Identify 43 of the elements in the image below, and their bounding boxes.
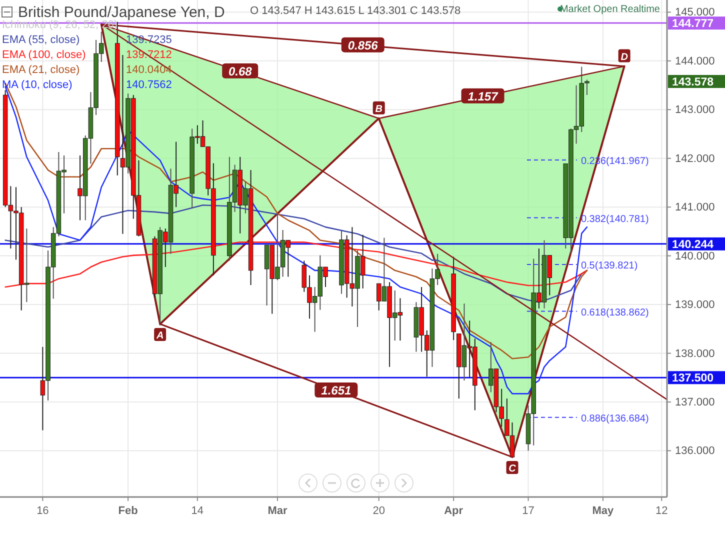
chart-title: British Pound/Japanese Yen, D (18, 4, 225, 21)
x-tick-label: Feb (118, 505, 138, 517)
y-tick-label: 141.000 (675, 202, 715, 214)
data-label: B (375, 104, 382, 115)
x-tick-label: 20 (372, 505, 385, 517)
x-tick-label: Mar (268, 505, 288, 517)
x-tick-label: 16 (36, 505, 49, 517)
ref-line-label: 144.777 (672, 18, 714, 30)
text: EMA (100, close) (2, 49, 86, 61)
ref-line-label: 0.5(139.821) (580, 260, 638, 272)
x-tick-label: 14 (191, 505, 204, 517)
text: EMA (55, close) (2, 34, 80, 46)
data-label: C (508, 464, 517, 475)
series-label: EMA (21, close) (2, 64, 80, 76)
x-tick-label: Apr (444, 505, 464, 517)
series-label: 0.68 (228, 64, 252, 78)
x-tick-label: 17 (522, 505, 534, 517)
ref-line-label: 0.382(140.781) (580, 214, 649, 225)
annotation: O 143.547 H 143.615 L 143.301 C 143.578 (250, 5, 461, 17)
ref-line-label: 140.244 (672, 238, 714, 251)
y-tick-label: 143.000 (675, 104, 715, 116)
y-tick-label: 140.000 (675, 250, 715, 262)
annotation: 140.0404 (126, 64, 172, 76)
text: 143.578 (672, 76, 714, 88)
series-label: 1.651 (321, 384, 352, 398)
y-tick-label: 144.000 (675, 55, 715, 68)
data-label: A (155, 330, 164, 342)
ref-line-label: 137.500 (672, 372, 714, 385)
annotation: Market Open Realtime (560, 4, 660, 15)
series-label: 1.157 (468, 89, 500, 104)
data-label: D (620, 52, 628, 63)
y-tick-label: 139.000 (675, 299, 715, 312)
ref-line-label: 0.618(138.862) (580, 307, 649, 318)
series-label: 0.856 (348, 38, 378, 52)
ref-line-label: 0.886(136.684) (580, 413, 649, 424)
y-tick-label: 138.000 (675, 348, 715, 360)
y-tick-label: 145.000 (675, 6, 715, 19)
x-tick-label: May (592, 505, 615, 517)
annotation: 140.7562 (126, 79, 172, 91)
y-tick-label: 137.000 (675, 396, 715, 408)
x-tick-label: 12 (656, 505, 668, 517)
y-tick-label: 142.000 (675, 152, 715, 165)
y-tick-label: 136.000 (675, 445, 715, 458)
